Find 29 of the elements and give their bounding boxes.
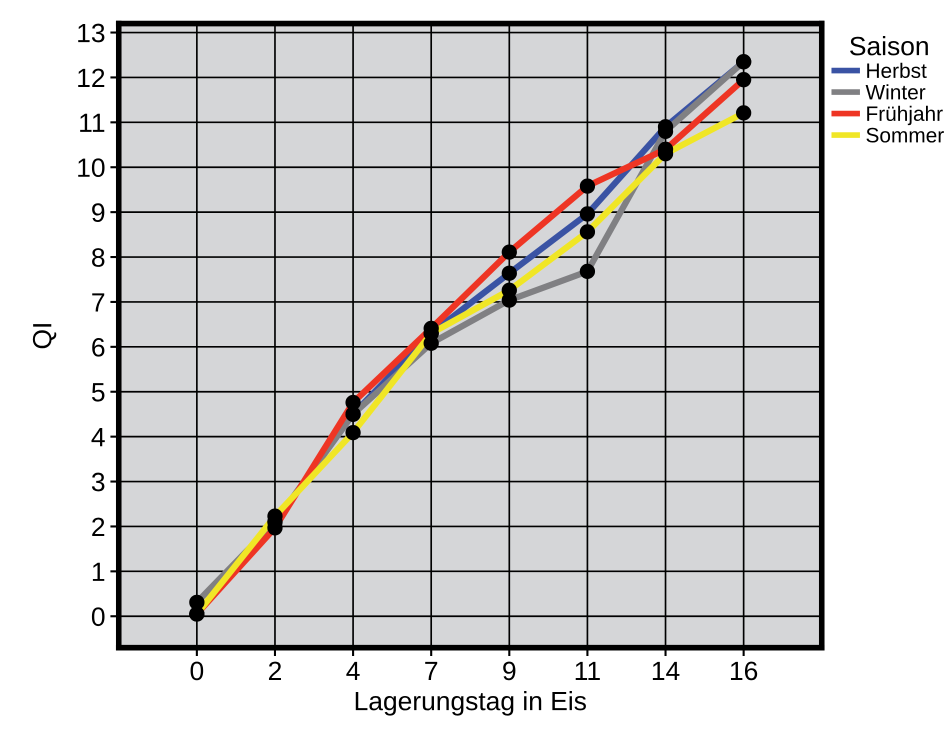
x-tick-label: 14 [652, 662, 680, 680]
y-axis-title: QI [32, 324, 56, 348]
y-tick-label: 6 [92, 338, 104, 357]
x-tick-label: 16 [730, 662, 758, 680]
x-tick-label: 9 [503, 662, 516, 680]
y-tick-label: 4 [91, 428, 105, 446]
y-tick-label: 12 [78, 68, 104, 87]
y-tick-label: 8 [92, 248, 104, 267]
legend-label: Sommer [866, 128, 944, 143]
y-tick-label: 10 [78, 158, 105, 178]
y-tick-label: 2 [92, 518, 104, 536]
y-tick-label: 0 [92, 607, 105, 626]
legend-label: Herbst [867, 62, 927, 78]
legend-label: Frühjahr [867, 106, 943, 126]
y-tick-label: 1 [92, 562, 104, 581]
x-tick-label: 7 [425, 662, 438, 680]
y-tick-label: 7 [92, 293, 104, 312]
x-tick-label: 4 [346, 662, 360, 680]
y-tick-label: 5 [92, 383, 104, 402]
x-tick-label: 2 [268, 662, 281, 680]
y-tick-label: 9 [92, 203, 104, 222]
legend-label: Winter [866, 84, 926, 100]
y-tick-label: 13 [78, 24, 104, 42]
x-tick-label: 0 [190, 662, 204, 680]
x-axis-title: Lagerungstag in Eis [356, 691, 586, 716]
legend-title: Saison [850, 36, 928, 56]
y-tick-label: 3 [92, 472, 104, 492]
x-tick-label: 11 [576, 662, 600, 680]
y-tick-label: 11 [80, 114, 104, 132]
